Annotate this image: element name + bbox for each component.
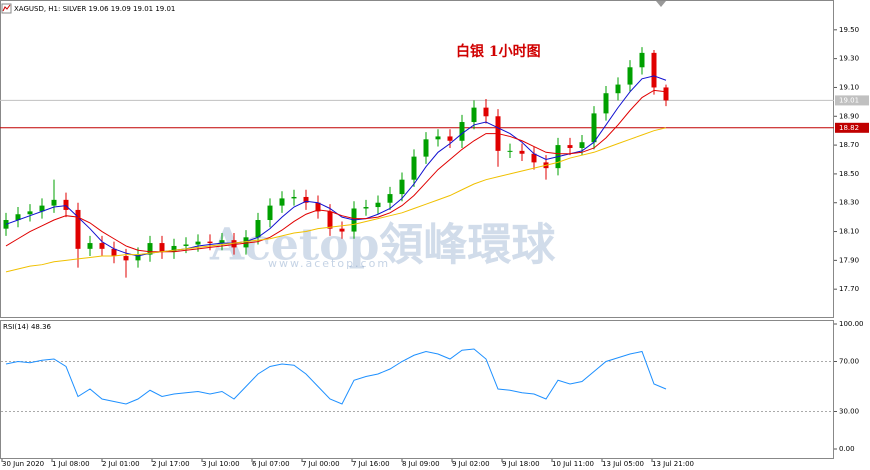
y-tick-label: 17.70 — [839, 285, 859, 293]
candle-body — [399, 179, 405, 195]
candle-body — [603, 93, 609, 114]
x-tick-label: 10 Jul 11:00 — [552, 460, 594, 468]
x-tick-label: 30 Jun 2020 — [2, 460, 44, 468]
y-tick-label: 0.00 — [839, 445, 855, 453]
moving-average — [5, 89, 667, 253]
x-tick-label: 13 Jul 05:00 — [602, 460, 644, 468]
candle-body — [27, 211, 33, 215]
x-tick-label: 3 Jul 10:00 — [202, 460, 240, 468]
y-tick-label: 18.10 — [839, 228, 859, 236]
price-label: 18.82 — [839, 124, 859, 132]
x-tick-label: 7 Jul 16:00 — [352, 460, 390, 468]
candle-body — [459, 122, 465, 141]
candle-body — [291, 196, 297, 199]
candle-body — [267, 205, 273, 221]
rsi-title: RSI(14) 48.36 — [3, 323, 52, 331]
candle-body — [663, 87, 669, 101]
candle-body — [411, 156, 417, 180]
candle-body — [423, 139, 429, 157]
y-tick-label: 70.00 — [839, 358, 859, 366]
candle-body — [159, 243, 165, 252]
y-tick-label: 18.50 — [839, 170, 859, 178]
candle-body — [567, 145, 573, 148]
candle-body — [471, 107, 477, 123]
x-tick-label: 2 Jul 01:00 — [102, 460, 140, 468]
y-tick-label: 17.90 — [839, 256, 859, 264]
x-tick-label: 2 Jul 17:00 — [152, 460, 190, 468]
x-tick-label: 1 Jul 08:00 — [52, 460, 90, 468]
rsi-frame — [0, 320, 834, 459]
candle-body — [375, 202, 381, 208]
price-label-box — [835, 122, 869, 133]
candle-body — [207, 241, 213, 244]
candle-body — [219, 240, 225, 244]
candle-body — [99, 243, 105, 249]
candle-body — [15, 214, 21, 221]
y-tick-label: 19.30 — [839, 55, 859, 63]
candle-body — [639, 52, 645, 68]
candle-body — [447, 136, 453, 141]
y-tick-label: 18.30 — [839, 199, 859, 207]
candle-body — [147, 243, 153, 255]
chart-header: XAGUSD, H1: SILVER 19.06 19.09 19.01 19.… — [14, 5, 175, 13]
candle-body — [615, 84, 621, 94]
candle-body — [231, 240, 237, 248]
x-tick-label: 9 Jul 18:00 — [502, 460, 540, 468]
main-frame — [0, 0, 834, 318]
candle-body — [243, 237, 249, 248]
y-tick-label: 18.70 — [839, 141, 859, 149]
y-tick-label: 19.50 — [839, 26, 859, 34]
y-tick-label: 19.10 — [839, 83, 859, 91]
candle-body — [339, 228, 345, 232]
x-tick-label: 9 Jul 02:00 — [452, 460, 490, 468]
x-tick-label: 6 Jul 07:00 — [252, 460, 290, 468]
candle-body — [255, 220, 261, 238]
x-tick-label: 13 Jul 21:00 — [652, 460, 694, 468]
y-tick-label: 100.00 — [839, 320, 864, 328]
candle-body — [651, 52, 657, 88]
candle-body — [279, 198, 285, 206]
chart-title: 白银 1小时图 — [456, 43, 541, 60]
rsi-line — [5, 348, 667, 405]
candle-body — [579, 142, 585, 148]
watermark: Acetop領峰環球 — [209, 220, 556, 271]
shift-marker — [656, 1, 666, 7]
candle-body — [507, 150, 513, 152]
candle-body — [519, 150, 525, 154]
candle-body — [123, 256, 129, 261]
candle-body — [63, 199, 69, 210]
candle-body — [183, 244, 189, 246]
candle-body — [111, 248, 117, 257]
candle-body — [195, 241, 201, 245]
price-label-box — [835, 95, 869, 106]
candle-body — [135, 254, 141, 261]
candle-body — [87, 243, 93, 249]
moving-average — [5, 127, 667, 273]
y-tick-label: 30.00 — [839, 408, 859, 416]
candle-body — [591, 113, 597, 143]
candle-body — [435, 136, 441, 140]
candle-body — [315, 202, 321, 212]
x-tick-label: 7 Jul 00:00 — [302, 460, 340, 468]
window-icon-line — [2, 4, 11, 12]
moving-average — [5, 75, 667, 257]
candle-body — [51, 199, 57, 206]
candle-body — [303, 196, 309, 203]
price-label: 19.01 — [839, 96, 859, 104]
x-tick-label: 8 Jul 09:00 — [402, 460, 440, 468]
candle-body — [75, 209, 81, 249]
candle-body — [171, 245, 177, 252]
candle-body — [387, 194, 393, 203]
candle-body — [627, 67, 633, 85]
candle-body — [531, 153, 537, 163]
y-tick-label: 18.90 — [839, 112, 859, 120]
candle-body — [483, 107, 489, 117]
candle-body — [327, 211, 333, 229]
candle-body — [363, 207, 369, 209]
watermark-url: www.acetop.com — [268, 257, 390, 270]
candle-body — [39, 205, 45, 212]
